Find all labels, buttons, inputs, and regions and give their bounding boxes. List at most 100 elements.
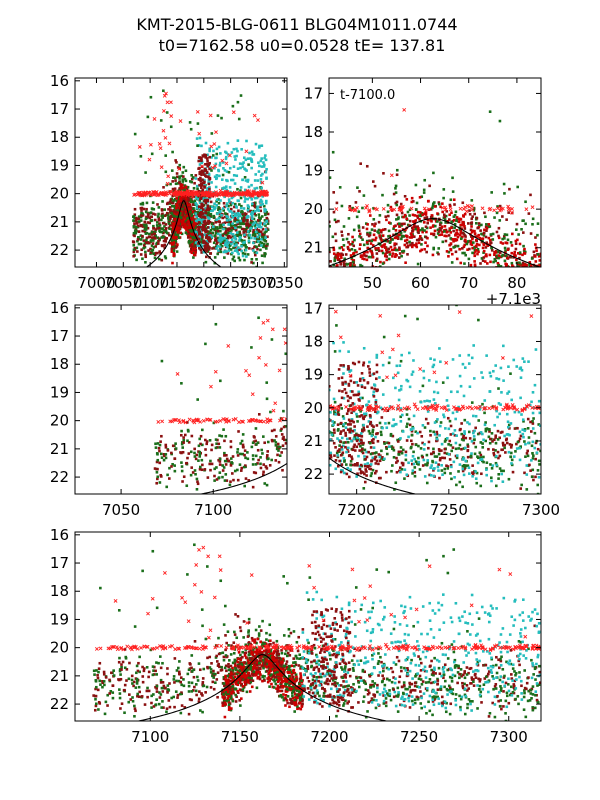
data-point — [221, 464, 224, 467]
data-point — [421, 213, 424, 217]
data-point — [259, 217, 262, 220]
data-point — [253, 221, 257, 224]
data-point — [175, 175, 179, 179]
data-point — [170, 250, 174, 253]
data-point — [204, 163, 207, 166]
data-point — [463, 467, 466, 471]
data-point — [478, 236, 482, 240]
data-point — [172, 241, 176, 244]
panel-middle-left-xtick-label: 7050 — [102, 501, 140, 519]
data-point — [338, 268, 341, 271]
data-point — [457, 220, 461, 224]
data-point — [246, 451, 249, 454]
data-point-cross — [165, 100, 170, 105]
data-point — [265, 381, 269, 384]
panel-top-left-ytick-label: 22 — [50, 241, 69, 259]
data-point — [216, 438, 219, 442]
data-point — [241, 443, 245, 447]
data-point — [280, 451, 283, 454]
data-point — [182, 438, 186, 442]
data-point — [497, 377, 501, 381]
data-point — [185, 228, 188, 232]
data-point — [184, 225, 188, 228]
data-point — [239, 214, 242, 218]
data-point — [189, 206, 193, 209]
data-point — [519, 445, 522, 448]
data-point — [200, 203, 204, 207]
data-point-cross — [218, 418, 223, 423]
data-point-cross — [443, 207, 448, 212]
data-point — [223, 439, 226, 443]
data-point — [404, 450, 408, 454]
data-point — [217, 442, 221, 446]
data-point — [158, 224, 162, 227]
data-point — [403, 239, 407, 243]
data-point — [494, 436, 497, 439]
panel-middle-left-frame — [74, 304, 288, 495]
data-point — [219, 240, 222, 243]
data-point — [398, 229, 401, 233]
data-point — [227, 204, 230, 208]
data-point — [403, 222, 406, 226]
data-point — [261, 261, 264, 265]
data-point — [456, 232, 459, 236]
data-point — [370, 255, 373, 259]
data-point — [189, 243, 193, 247]
data-point-cross — [261, 320, 266, 325]
data-point — [161, 236, 164, 239]
data-point — [451, 446, 455, 449]
data-point — [197, 237, 201, 241]
data-point — [193, 253, 197, 257]
data-point-cross — [169, 114, 174, 119]
data-point — [420, 435, 424, 438]
data-point — [362, 194, 366, 197]
data-point — [463, 225, 466, 228]
data-point — [204, 248, 208, 252]
data-point — [214, 185, 218, 189]
data-point — [237, 209, 240, 213]
data-point — [200, 233, 203, 236]
data-point-cross — [258, 191, 263, 195]
data-point-cross — [510, 206, 514, 211]
data-point — [515, 258, 518, 262]
data-point — [137, 217, 140, 221]
data-point-cross — [247, 373, 252, 378]
data-point — [259, 221, 262, 225]
data-point — [524, 222, 527, 226]
data-point — [238, 248, 242, 252]
data-point — [255, 186, 259, 190]
data-point — [517, 233, 520, 236]
data-point — [243, 484, 246, 488]
data-point — [461, 247, 464, 250]
data-point — [526, 427, 530, 430]
data-point — [355, 250, 358, 254]
data-point — [194, 244, 198, 248]
data-point — [144, 255, 148, 259]
data-point — [186, 216, 190, 220]
data-point — [512, 270, 515, 273]
data-point — [481, 246, 485, 250]
data-point — [258, 240, 262, 244]
data-point — [408, 240, 411, 244]
data-point — [455, 216, 459, 219]
data-point — [238, 463, 242, 466]
data-point-cross — [226, 419, 231, 424]
data-point — [224, 463, 228, 466]
data-point — [347, 262, 350, 266]
data-point — [141, 234, 144, 238]
data-point — [160, 258, 164, 262]
data-point — [173, 197, 177, 201]
data-point — [398, 252, 402, 255]
data-point — [146, 221, 150, 224]
data-point — [208, 240, 212, 243]
data-point — [186, 212, 189, 216]
data-point — [257, 213, 261, 216]
data-point — [211, 227, 214, 230]
data-point — [370, 472, 374, 475]
panel-top-left-xtick-label: 7150 — [158, 274, 196, 292]
data-point — [383, 442, 386, 445]
data-point — [439, 228, 442, 232]
data-point — [164, 456, 168, 460]
data-point — [357, 210, 361, 213]
data-point — [211, 247, 214, 250]
